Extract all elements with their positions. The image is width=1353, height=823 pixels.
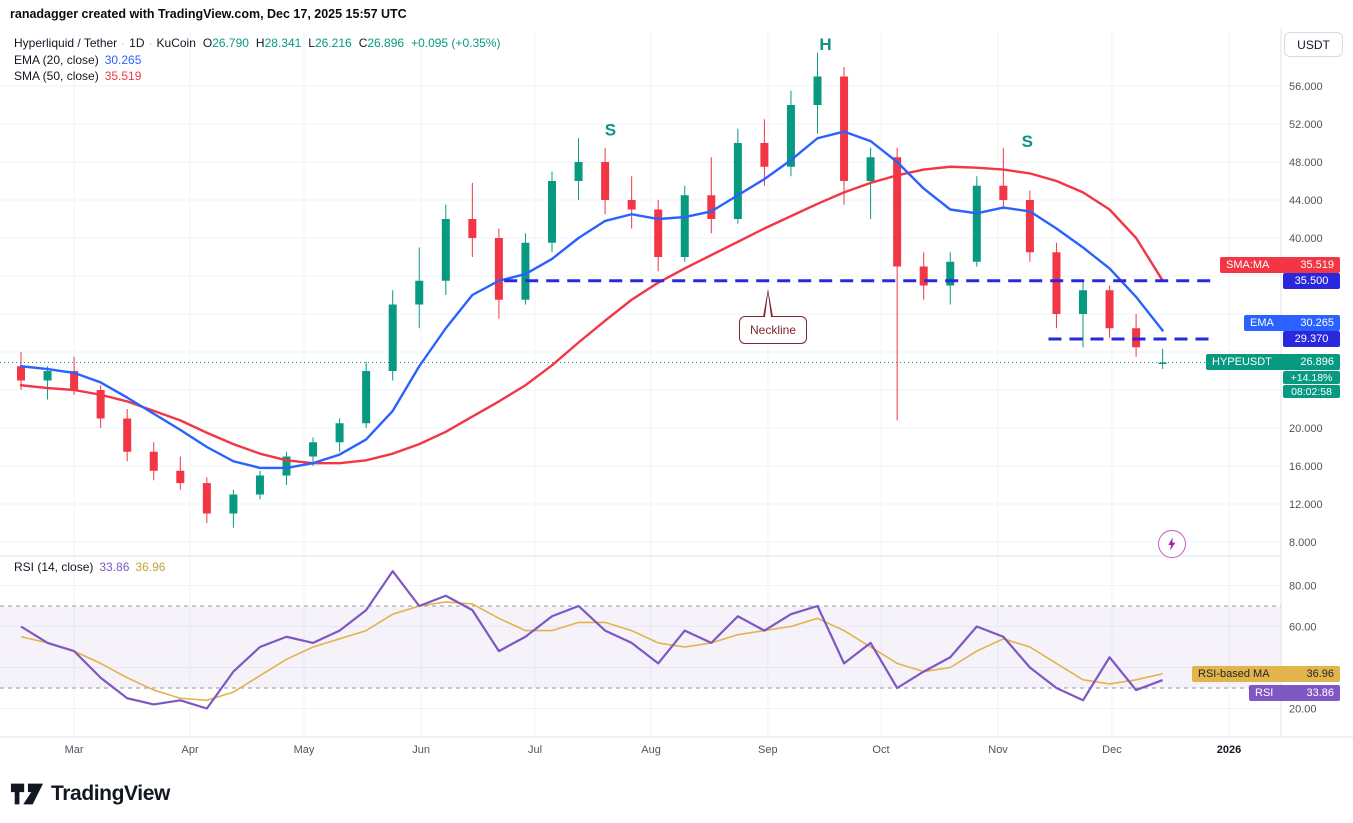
- rsi-ma-badge-label: RSI-based MA: [1198, 668, 1270, 680]
- svg-text:Apr: Apr: [182, 744, 199, 756]
- svg-text:12.000: 12.000: [1289, 499, 1323, 511]
- svg-text:Oct: Oct: [872, 744, 889, 756]
- svg-text:Jul: Jul: [528, 744, 542, 756]
- rsi-ma-badge-value: 36.96: [1306, 668, 1334, 680]
- legend-separator: ·: [121, 36, 126, 50]
- svg-text:Sep: Sep: [758, 744, 778, 756]
- svg-text:52.000: 52.000: [1289, 119, 1323, 131]
- svg-text:Mar: Mar: [65, 744, 84, 756]
- ema-price-badge: EMA 30.265: [1244, 315, 1340, 331]
- rsi-ma-legend-value: 36.96: [135, 560, 166, 574]
- rsi-legend[interactable]: RSI (14, close) 33.86 36.96: [14, 560, 165, 574]
- tradingview-logo[interactable]: TradingView: [10, 780, 170, 808]
- svg-text:40.000: 40.000: [1289, 233, 1323, 245]
- neckline-callout[interactable]: Neckline: [739, 289, 807, 344]
- bar-countdown-badge: 08:02:58: [1283, 385, 1340, 398]
- ema-legend[interactable]: EMA (20, close) 30.265: [14, 53, 141, 67]
- rsi-value-badge: RSI 33.86: [1249, 685, 1340, 701]
- sma-legend[interactable]: SMA (50, close) 35.519: [14, 69, 141, 83]
- tradingview-wordmark: TradingView: [51, 782, 170, 805]
- svg-text:May: May: [294, 744, 315, 756]
- rsi-ma-badge: RSI-based MA 36.96: [1192, 666, 1340, 682]
- svg-text:16.000: 16.000: [1289, 461, 1323, 473]
- high-label: H: [255, 36, 265, 50]
- support-level-badge: 29.370: [1283, 331, 1340, 347]
- svg-text:Aug: Aug: [641, 744, 661, 756]
- svg-text:Dec: Dec: [1102, 744, 1122, 756]
- svg-text:8.000: 8.000: [1289, 537, 1317, 549]
- tradingview-logo-icon: [10, 783, 44, 805]
- currency-usdt-button[interactable]: USDT: [1284, 32, 1343, 57]
- sma-price-badge: SMA:MA 35.519: [1220, 257, 1340, 273]
- last-price-badge: HYPEUSDT 26.896: [1206, 354, 1340, 370]
- high-value: 28.341: [264, 36, 302, 50]
- svg-text:56.000: 56.000: [1289, 81, 1323, 93]
- svg-text:Jun: Jun: [412, 744, 430, 756]
- sma-legend-value: 35.519: [104, 69, 142, 83]
- change-percent-badge: +14.18%: [1283, 371, 1340, 384]
- sma-price-badge-label: SMA:MA: [1226, 259, 1270, 271]
- svg-text:S: S: [1022, 132, 1033, 151]
- rsi-value-badge-label: RSI: [1255, 687, 1274, 699]
- change-value: +0.095 (+0.35%): [411, 36, 501, 50]
- close-value: 26.896: [367, 36, 405, 50]
- last-price-badge-label: HYPEUSDT: [1212, 356, 1272, 368]
- svg-text:S: S: [605, 121, 616, 140]
- neckline-callout-label: Neckline: [749, 323, 797, 337]
- lightning-icon: [1168, 537, 1176, 551]
- exchange-label: KuCoin: [156, 36, 196, 50]
- symbol-legend[interactable]: Hyperliquid / Tether · 1D · KuCoin O26.790 H28…: [14, 36, 500, 50]
- rsi-value-badge-value: 33.86: [1306, 687, 1334, 699]
- svg-text:20.000: 20.000: [1289, 423, 1323, 435]
- low-value: 26.216: [314, 36, 352, 50]
- svg-text:H: H: [819, 35, 831, 54]
- svg-text:20.00: 20.00: [1289, 704, 1317, 716]
- ema-price-badge-value: 30.265: [1300, 317, 1334, 329]
- ema-legend-value: 30.265: [104, 53, 142, 67]
- sma-price-badge-value: 35.519: [1300, 259, 1334, 271]
- sma-legend-label: SMA (50, close): [14, 69, 99, 83]
- open-value: 26.790: [212, 36, 249, 50]
- low-label: L: [308, 36, 315, 50]
- lightning-button[interactable]: [1158, 530, 1186, 558]
- svg-text:48.000: 48.000: [1289, 157, 1323, 169]
- svg-text:44.000: 44.000: [1289, 195, 1323, 207]
- svg-text:80.00: 80.00: [1289, 581, 1317, 593]
- rsi-legend-label: RSI (14, close): [14, 560, 94, 574]
- svg-text:Nov: Nov: [988, 744, 1008, 756]
- last-price-badge-value: 26.896: [1300, 356, 1334, 368]
- open-label: O: [202, 36, 213, 50]
- legend-separator: ·: [148, 36, 153, 50]
- interval-label: 1D: [129, 36, 145, 50]
- symbol-title: Hyperliquid / Tether: [14, 36, 118, 50]
- svg-text:60.00: 60.00: [1289, 622, 1317, 634]
- ema-legend-label: EMA (20, close): [14, 53, 99, 67]
- neckline-level-badge: 35.500: [1283, 273, 1340, 289]
- rsi-legend-value: 33.86: [99, 560, 130, 574]
- close-label: C: [358, 36, 368, 50]
- ema-price-badge-label: EMA: [1250, 317, 1274, 329]
- svg-text:2026: 2026: [1217, 744, 1241, 756]
- footer-bar: TradingView: [0, 765, 1353, 823]
- credit-line: ranadagger created with TradingView.com,…: [10, 7, 407, 21]
